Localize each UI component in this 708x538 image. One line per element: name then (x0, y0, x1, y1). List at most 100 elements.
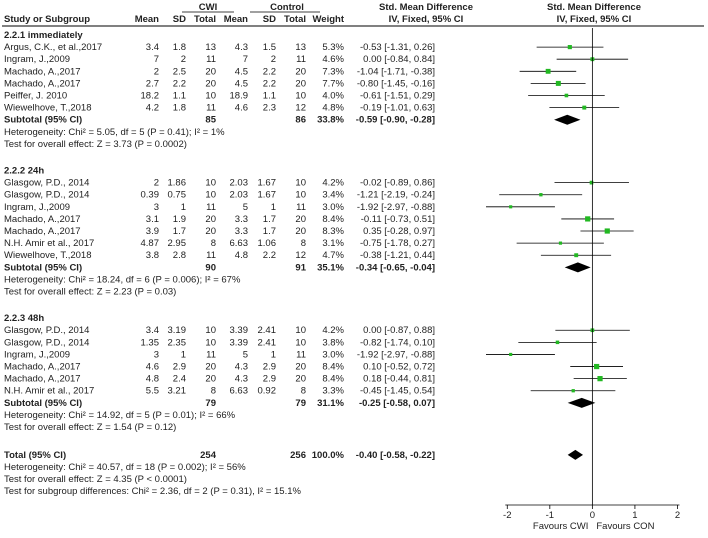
subgroup-2-study-2-study: Glasgow, P.D., 2014 (4, 190, 89, 201)
subgroup-1-study-2-cwi-n: 11 (206, 54, 216, 65)
subgroup-2-study-4-ctl-mean: 3.3 (235, 214, 248, 225)
subgroup-3-study-4-study: Machado, A.,2017 (4, 362, 81, 373)
group-control-label: Control (270, 2, 304, 13)
subgroup-3-study-1-cwi-n: 10 (205, 325, 216, 336)
subgroup-1-study-5-point (564, 93, 569, 98)
subgroup-2-subtotal-label: Subtotal (95% CI) (4, 262, 82, 273)
subgroup-3-subtotal-diamond (567, 397, 596, 408)
subgroup-3-study-2-cwi-sd: 2.35 (168, 337, 187, 348)
subgroup-1-study-6-weight: 4.8% (322, 103, 344, 114)
subgroup-2-study-3-cwi-sd: 1 (181, 202, 186, 213)
subgroup-3-study-2-ctl-mean: 3.39 (230, 337, 249, 348)
subgroup-3-study-2-ci: -0.82 [-1.74, 0.10] (360, 337, 435, 348)
subgroup-2-subtotal-diamond (564, 262, 591, 273)
subgroup-2-study-6-ci: -0.75 [-1.78, 0.27] (360, 238, 435, 249)
subgroup-3-study-4-weight: 8.4% (322, 362, 344, 373)
subgroup-3-study-2-ctl-sd: 2.41 (258, 337, 277, 348)
subgroup-3-study-5-cwi-n: 20 (205, 374, 216, 385)
total-label: Total (95% CI) (4, 450, 66, 461)
x-tick-label-1: -1 (546, 510, 554, 521)
subgroup-3-study-5-point (597, 376, 603, 382)
subgroup-3-subtotal-cwi-n: 79 (205, 398, 216, 409)
subgroup-2-study-5-ctl-n: 20 (295, 226, 306, 237)
subgroup-2-study-1-cwi-sd: 1.86 (168, 178, 187, 189)
group-cwi-label: CWI (199, 2, 217, 13)
subgroup-3-study-3-study: Ingram, J.,2009 (4, 349, 70, 360)
x-tick-label-0: -2 (503, 510, 511, 521)
subgroup-2-study-2-ci: -1.21 [-2.19, -0.24] (357, 190, 435, 201)
subgroup-2-study-2-ctl-n: 10 (295, 190, 306, 201)
subgroup-1-study-3-weight: 7.3% (322, 66, 344, 77)
effect-title: Std. Mean Difference (379, 2, 473, 13)
total-ctl-n: 256 (290, 450, 306, 461)
subgroup-1-subtotal-cwi-n: 85 (205, 115, 216, 126)
subgroup-3-study-6-point (571, 389, 575, 393)
subgroup-3-title: 2.2.3 48h (4, 313, 44, 324)
subgroup-2-study-5-weight: 8.3% (322, 226, 344, 237)
subgroup-2-study-4-cwi-sd: 1.9 (173, 214, 186, 225)
subgroup-3-study-3-ctl-mean: 5 (243, 349, 248, 360)
subgroup-3-study-2-study: Glasgow, P.D., 2014 (4, 337, 89, 348)
subgroup-3-study-6-cwi-n: 8 (211, 386, 216, 397)
col-header-cwi-sd: SD (173, 14, 186, 25)
col-header-cwi-mean: Mean (135, 14, 159, 25)
subgroup-2-study-1-ctl-mean: 2.03 (230, 178, 249, 189)
subgroup-3-overall-test: Test for overall effect: Z = 1.54 (P = 0… (4, 422, 176, 433)
subgroup-1-study-6-study: Wiewelhove, T.,2018 (4, 103, 92, 114)
subgroup-1-study-4-ci: -0.80 [-1.45, -0.16] (357, 78, 435, 89)
subgroup-2-study-5-cwi-sd: 1.7 (173, 226, 186, 237)
subgroup-1-study-3-study: Machado, A.,2017 (4, 66, 81, 77)
subgroup-3-study-3-ci: -1.92 [-2.97, -0.88] (357, 349, 435, 360)
subgroup-1-study-5-cwi-n: 10 (205, 91, 216, 102)
subgroup-1-study-4-cwi-sd: 2.2 (173, 78, 186, 89)
subgroup-1-study-6-cwi-mean: 4.2 (146, 103, 159, 114)
subgroup-3-study-5-cwi-sd: 2.4 (173, 374, 186, 385)
favours-left-label: Favours CWI (533, 521, 588, 532)
subgroup-3-subtotal-ci: -0.25 [-0.58, 0.07] (359, 398, 435, 409)
col-header-ctl-total: Total (284, 14, 306, 25)
subgroup-1-study-2-ctl-mean: 7 (243, 54, 248, 65)
subgroup-2-study-4-point (585, 216, 591, 222)
subgroup-1-study-5-ctl-n: 10 (295, 91, 306, 102)
subgroup-3-study-1-ctl-mean: 3.39 (230, 325, 249, 336)
subgroup-1-study-1-ctl-mean: 4.3 (235, 42, 248, 53)
subgroup-3-study-3-cwi-mean: 3 (154, 349, 159, 360)
subgroup-1-study-5-ctl-mean: 18.9 (230, 91, 249, 102)
subgroup-3-study-5-weight: 8.4% (322, 374, 344, 385)
subgroup-1-study-2-cwi-sd: 2 (181, 54, 186, 65)
subgroup-3-subtotal-ctl-n: 79 (295, 398, 306, 409)
subgroup-1-study-6-ctl-sd: 2.3 (263, 103, 276, 114)
subgroup-3-study-5-cwi-mean: 4.8 (146, 374, 159, 385)
subgroup-2-study-3-cwi-n: 11 (206, 202, 216, 213)
subgroup-2-study-5-cwi-n: 20 (205, 226, 216, 237)
subgroup-1-study-5-ci: -0.61 [-1.51, 0.29] (360, 91, 435, 102)
subgroup-2-study-7-ctl-mean: 4.8 (235, 250, 248, 261)
favours-right-label: Favours CON (596, 521, 654, 532)
subgroup-2-subtotal-ctl-n: 91 (295, 262, 306, 273)
subgroup-3-subtotal-label: Subtotal (95% CI) (4, 398, 82, 409)
subgroup-1-study-3-cwi-sd: 2.5 (173, 66, 186, 77)
subgroup-2-study-1-ci: -0.02 [-0.89, 0.86] (360, 178, 435, 189)
subgroup-1-study-1-weight: 5.3% (322, 42, 344, 53)
subgroup-1-study-2-cwi-mean: 7 (154, 54, 159, 65)
subgroup-1-study-1-ctl-sd: 1.5 (263, 42, 276, 53)
subgroup-1-study-3-point (545, 68, 551, 74)
subgroup-1-study-4-weight: 7.7% (322, 78, 344, 89)
subgroup-2-study-4-cwi-mean: 3.1 (146, 214, 159, 225)
subgroup-2-study-3-ctl-sd: 1 (271, 202, 276, 213)
subgroup-1-title: 2.2.1 immediately (4, 30, 83, 41)
subgroup-3-study-5-study: Machado, A.,2017 (4, 374, 81, 385)
subgroup-3-heterogeneity: Heterogeneity: Chi² = 14.92, df = 5 (P =… (4, 410, 236, 421)
subgroup-1-study-6-point (582, 105, 587, 110)
subgroup-3-study-4-cwi-sd: 2.9 (173, 362, 186, 373)
subgroup-2-study-6-study: N.H. Amir et al., 2017 (4, 238, 94, 249)
subgroup-2-study-7-cwi-sd: 2.8 (173, 250, 186, 261)
subgroup-1-study-1-study: Argus, C.K., et al.,2017 (4, 42, 102, 53)
subgroup-1-study-5-study: Peiffer, J. 2010 (4, 91, 67, 102)
subgroup-2-subtotal-ci: -0.34 [-0.65, -0.04] (356, 262, 435, 273)
subgroup-differences-test: Test for subgroup differences: Chi² = 2.… (4, 486, 302, 497)
subgroup-2-study-3-ctl-mean: 5 (243, 202, 248, 213)
subgroup-2-study-6-ctl-sd: 1.06 (258, 238, 277, 249)
subgroup-2-study-4-ctl-sd: 1.7 (263, 214, 276, 225)
subgroup-1-study-4-cwi-n: 20 (205, 78, 216, 89)
